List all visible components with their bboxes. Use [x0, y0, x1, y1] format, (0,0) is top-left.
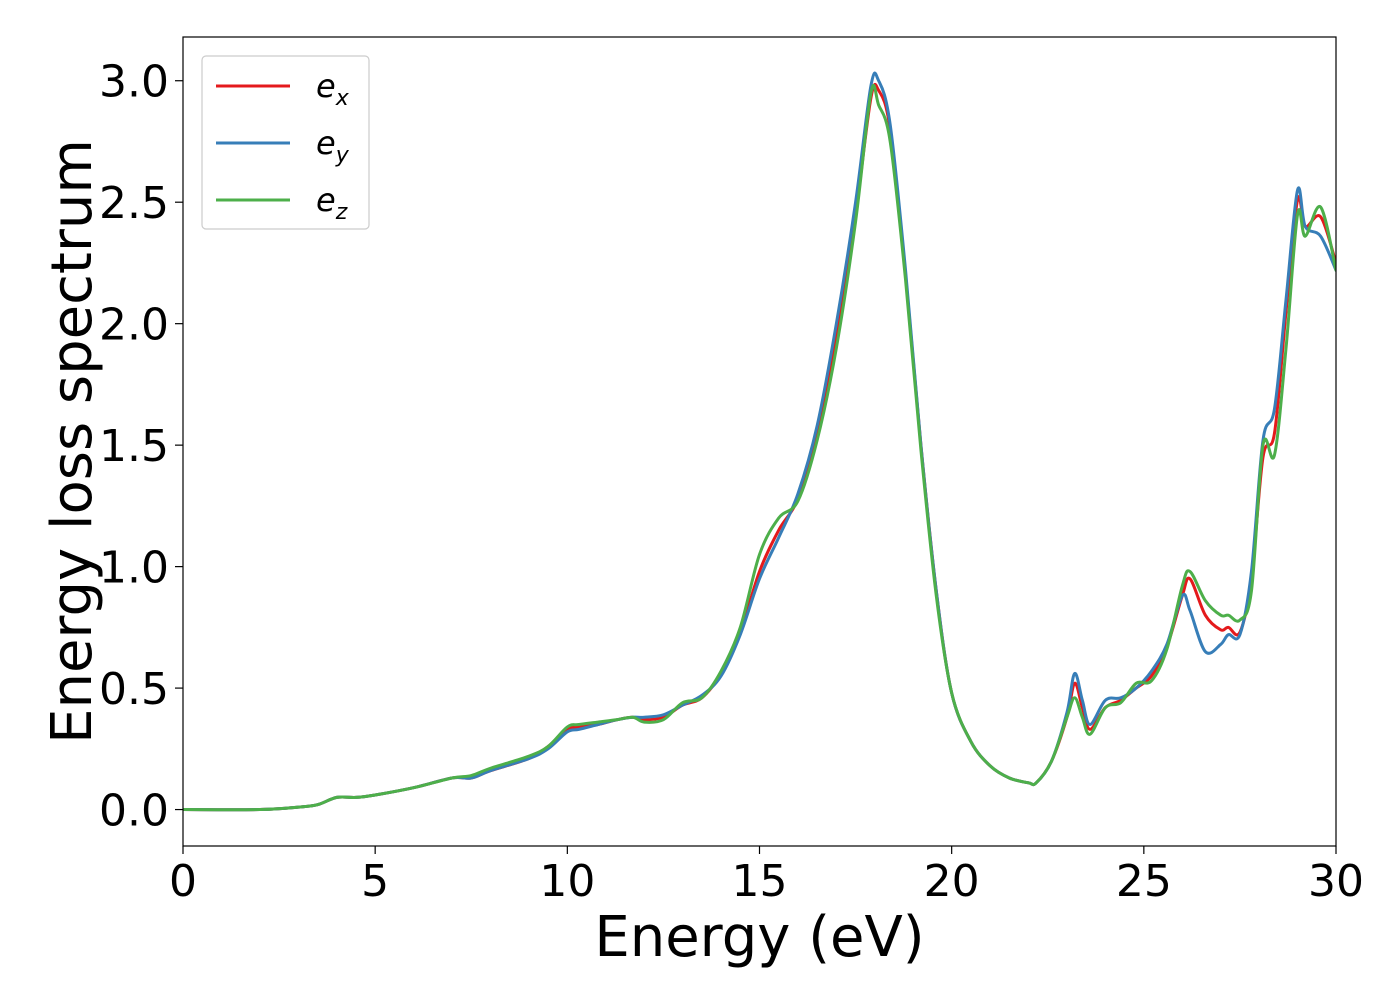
legend-label-x: ex — [316, 67, 350, 111]
legend-items: ex ey ez — [216, 67, 350, 225]
x-tick-label: 5 — [361, 856, 389, 907]
legend-label-z: ez — [316, 181, 348, 225]
x-tick-label: 20 — [924, 856, 980, 907]
y-axis-title: Energy loss spectrum — [40, 139, 105, 744]
y-tick-label: 3.0 — [99, 57, 169, 108]
x-axis-title: Energy (eV) — [594, 905, 924, 970]
x-tick-label: 30 — [1308, 856, 1364, 907]
y-tick-label: 2.0 — [99, 300, 169, 351]
y-axis-ticks: 0.0 0.5 1.0 1.5 2.0 2.5 3.0 — [99, 57, 183, 837]
y-tick-label: 1.0 — [99, 543, 169, 594]
x-tick-label: 0 — [169, 856, 197, 907]
x-axis-ticks: 0 5 10 15 20 25 30 — [169, 846, 1364, 907]
x-tick-label: 15 — [732, 856, 788, 907]
x-tick-label: 25 — [1116, 856, 1172, 907]
y-tick-label: 0.5 — [99, 664, 169, 715]
y-tick-label: 1.5 — [99, 421, 169, 472]
series-layer — [183, 71, 1336, 812]
legend-label-y: ey — [316, 124, 350, 168]
y-tick-label: 0.0 — [99, 786, 169, 837]
y-tick-label: 2.5 — [99, 178, 169, 229]
legend: ex ey ez — [201, 55, 370, 230]
x-tick-label: 10 — [539, 856, 595, 907]
series-line-z — [183, 83, 1336, 812]
